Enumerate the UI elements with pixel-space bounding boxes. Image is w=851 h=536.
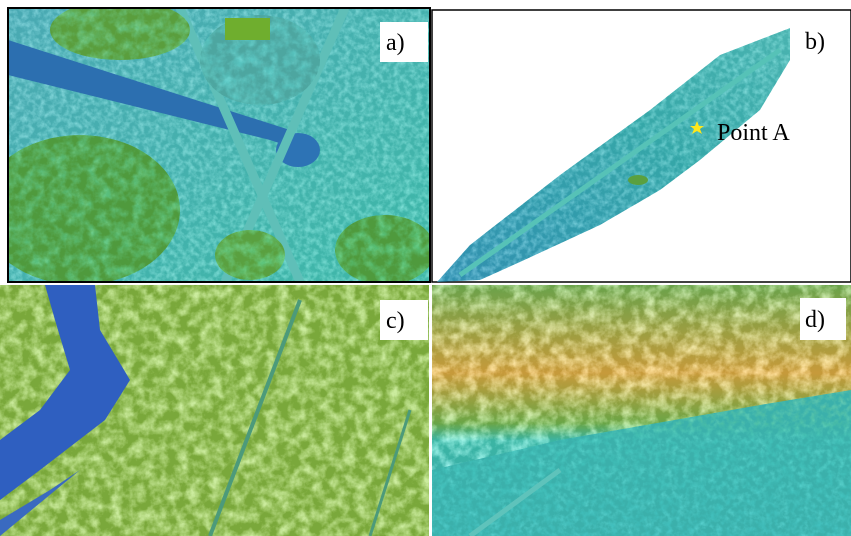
panel-d-image [432,285,851,536]
panel-c-image [0,285,430,536]
panel-label: a) [386,30,405,56]
page: a) b) c) d) Point A (() => { const data … [0,0,851,536]
point-annotation: Point A [717,120,790,146]
panel-label: c) [386,308,405,334]
figure: a) b) c) d) Point A [0,0,851,536]
panel-a-image [0,0,435,285]
panel-label: d) [805,307,825,333]
panel-label: b) [805,29,825,55]
